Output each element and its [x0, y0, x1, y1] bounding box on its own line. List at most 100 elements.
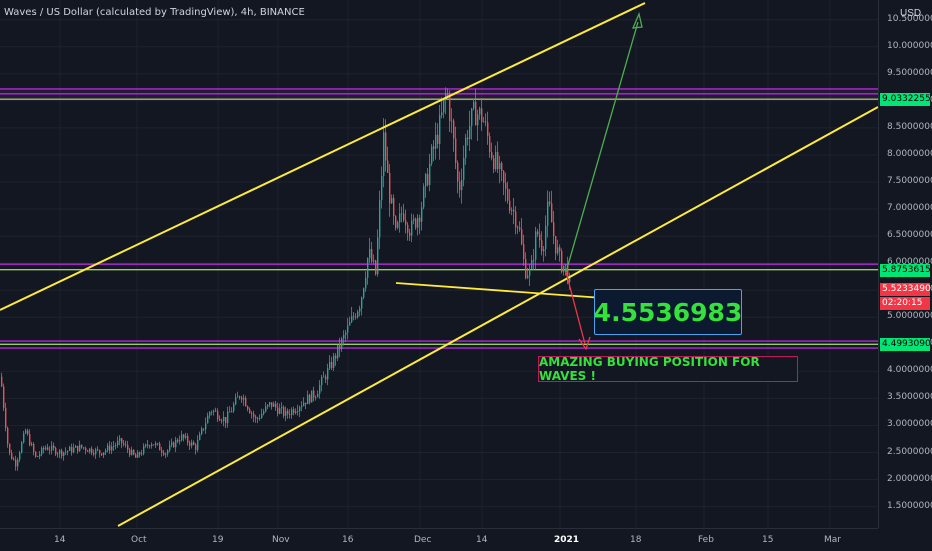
candle-body [129, 449, 131, 455]
candle-body [549, 201, 551, 204]
candle-body [499, 162, 501, 170]
time-tick-label: Mar [824, 535, 841, 545]
candle-body [165, 453, 167, 455]
bullish-arrowhead [631, 11, 643, 29]
candle-body [321, 376, 323, 386]
candle-body [545, 225, 547, 250]
candle-body [21, 442, 23, 453]
candle-body [93, 453, 95, 455]
candle-body [279, 408, 281, 414]
candle-body [565, 264, 567, 266]
candle-body [31, 444, 33, 446]
candle-body [377, 237, 379, 275]
candle-body [367, 258, 369, 278]
candle-body [107, 445, 109, 451]
candle-body [517, 227, 519, 229]
candle-body [431, 146, 433, 164]
candle-body [319, 385, 321, 394]
candle-body [37, 456, 39, 457]
candle-body [339, 344, 341, 349]
candle-body [81, 444, 83, 448]
candle-body [181, 434, 183, 441]
candle-body [17, 459, 19, 467]
candle-body [483, 121, 485, 123]
candle-body [485, 121, 487, 123]
candle-body [343, 334, 345, 339]
candle-body [525, 258, 527, 278]
candle-body [399, 213, 401, 223]
candle-body [407, 224, 409, 233]
candle-body [147, 444, 149, 446]
candle-body [271, 402, 273, 407]
price-chart[interactable] [0, 0, 878, 528]
price-tick-label: 2.5000000 [887, 446, 932, 457]
candle-body [555, 235, 557, 254]
candle-body [87, 450, 89, 452]
candle-body [417, 217, 419, 228]
candle-body [103, 452, 105, 456]
candle-body [449, 95, 451, 122]
candle-body [439, 115, 441, 145]
candle-body [59, 450, 61, 454]
candle-body [453, 120, 455, 139]
time-tick-label: Dec [414, 535, 432, 545]
candle-body [351, 316, 353, 323]
candle-body [227, 411, 229, 424]
candle-body [105, 450, 107, 453]
candle-body [27, 430, 29, 434]
candle-body [101, 453, 103, 456]
resistance-zone [0, 88, 878, 100]
candle-body [57, 453, 59, 455]
candle-body [153, 444, 155, 446]
candle-body [347, 325, 349, 333]
channel-upper-trendline [0, 2, 646, 311]
candle-body [509, 200, 511, 211]
candle-body [255, 416, 257, 419]
candle-body [141, 453, 143, 455]
price-tick-label: 8.0000000 [887, 148, 932, 159]
price-tag: 5.8753615 [880, 263, 931, 277]
candle-body [145, 444, 147, 447]
candle-body [415, 218, 417, 228]
candle-body [219, 419, 221, 421]
time-axis[interactable]: 14 Oct 19 Nov 16 Dec 14 2021 18 Feb 15 Mar [0, 528, 878, 551]
candle-body [531, 259, 533, 269]
candle-body [149, 445, 151, 447]
candle-body [387, 160, 389, 173]
price-tick-label: 7.5000000 [887, 176, 932, 186]
candle-body [191, 442, 193, 446]
candle-body [443, 99, 445, 113]
candle-body [419, 217, 421, 222]
candle-body [19, 452, 21, 460]
candle-body [329, 361, 331, 369]
price-tick-label: 8.5000000 [887, 121, 932, 132]
price-tick-label: 10.5000000 [887, 13, 932, 24]
candle-body [447, 93, 449, 96]
candle-body [205, 423, 207, 430]
candle-body [273, 403, 275, 407]
candle-body [71, 447, 73, 453]
candle-body [349, 322, 351, 326]
candle-body [457, 162, 459, 182]
candle-body [45, 447, 47, 450]
candle-body [463, 157, 465, 180]
currency-label: USD [900, 8, 922, 19]
price-tick-label: 4.0000000 [887, 365, 932, 376]
candle-body [155, 443, 157, 446]
time-tick-label: 14 [54, 535, 66, 545]
candle-body [33, 444, 35, 452]
candle-body [253, 413, 255, 417]
price-tick-label: 3.0000000 [887, 419, 932, 430]
candle-body [553, 222, 555, 236]
candle-body [563, 265, 565, 272]
price-tick-label: 7.0000000 [887, 203, 932, 214]
candle-body [493, 158, 495, 170]
price-tick-label: 10.0000000 [887, 40, 932, 51]
candle-body [475, 101, 477, 126]
candle-body [375, 260, 377, 275]
candle-body [391, 197, 393, 204]
candle-body [217, 411, 219, 420]
candle-body [47, 447, 49, 450]
candle-body [13, 459, 15, 460]
